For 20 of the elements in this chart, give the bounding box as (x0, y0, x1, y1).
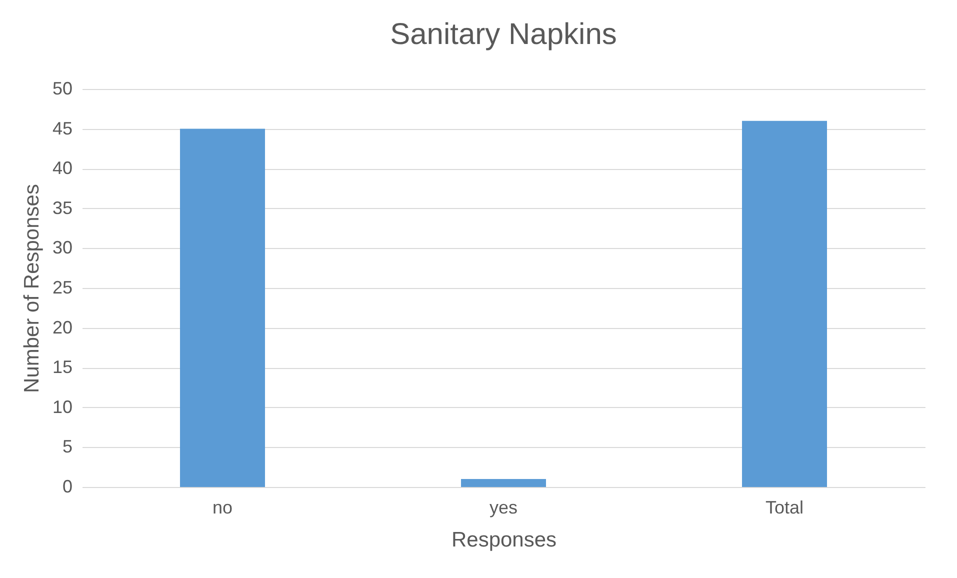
x-axis-title: Responses (451, 528, 557, 552)
chart-title: Sanitary Napkins (390, 18, 617, 51)
y-axis-title: Number of Responses (20, 184, 44, 393)
x-tick-label: Total (765, 498, 804, 518)
y-tick-label: 35 (52, 198, 72, 218)
x-tick-label: no (212, 498, 233, 518)
y-tick-label: 10 (52, 396, 72, 417)
y-tick-label: 20 (52, 317, 72, 338)
bar (742, 120, 827, 487)
y-tick-label: 45 (52, 118, 72, 138)
y-tick-label: 15 (52, 357, 72, 378)
y-tick-label: 40 (52, 158, 72, 178)
x-tick-label: yes (489, 498, 518, 518)
y-tick-label: 30 (52, 238, 72, 258)
bar (180, 128, 265, 487)
y-tick-label: 0 (62, 476, 72, 496)
y-tick-label: 5 (62, 436, 72, 457)
y-tick-label: 25 (52, 278, 72, 298)
y-tick-label: 50 (52, 78, 72, 98)
bar (461, 479, 546, 487)
